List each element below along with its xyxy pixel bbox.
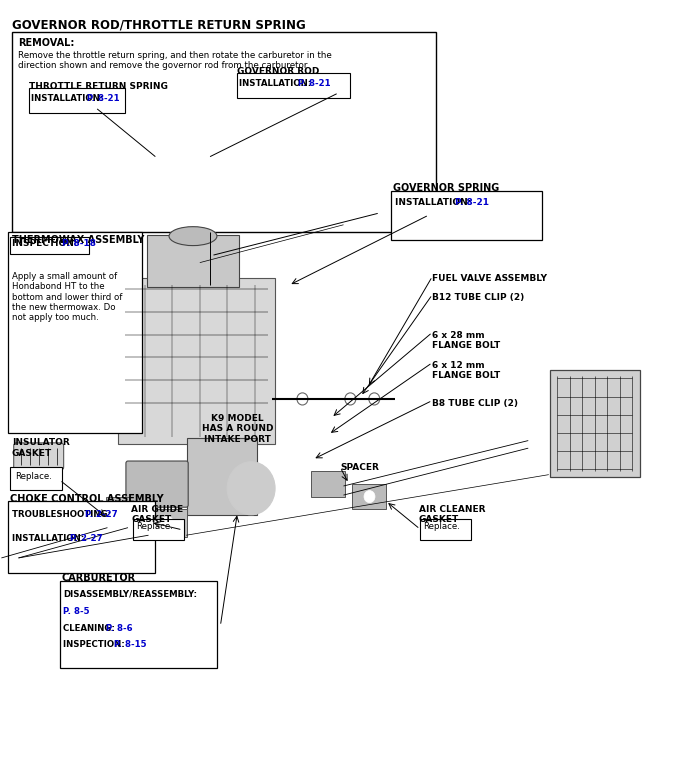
Text: CLEANING:: CLEANING: [63,624,118,633]
Text: P. 8-15: P. 8-15 [114,641,147,650]
Text: Replace.: Replace. [136,521,173,530]
Text: DISASSEMBLY/REASSEMBLY:: DISASSEMBLY/REASSEMBLY: [63,590,197,599]
FancyBboxPatch shape [147,235,239,287]
Text: P. 8-21: P. 8-21 [455,198,489,207]
Text: FUEL VALVE ASSEMBLY: FUEL VALVE ASSEMBLY [432,274,548,283]
FancyBboxPatch shape [8,233,142,433]
Text: GOVERNOR ROD: GOVERNOR ROD [238,68,320,76]
Text: K9 MODEL
HAS A ROUND
INTAKE PORT: K9 MODEL HAS A ROUND INTAKE PORT [202,414,273,444]
Text: 6 x 28 mm
FLANGE BOLT: 6 x 28 mm FLANGE BOLT [432,331,501,350]
Text: TROUBLESHOOTING:: TROUBLESHOOTING: [12,510,113,519]
FancyBboxPatch shape [117,277,275,445]
FancyBboxPatch shape [420,518,471,540]
Text: P. 8-18: P. 8-18 [62,239,95,249]
FancyBboxPatch shape [352,484,386,508]
Text: 6 x 12 mm
FLANGE BOLT: 6 x 12 mm FLANGE BOLT [432,361,501,381]
Text: INSTALLATION:: INSTALLATION: [240,78,315,87]
Ellipse shape [169,226,217,245]
Text: SPACER: SPACER [340,464,379,472]
FancyBboxPatch shape [238,72,350,97]
Text: THERMOWAX ASSEMBLY: THERMOWAX ASSEMBLY [12,235,144,245]
FancyBboxPatch shape [126,461,188,507]
Text: THROTTLE RETURN SPRING: THROTTLE RETURN SPRING [29,82,168,91]
FancyBboxPatch shape [188,439,257,515]
FancyBboxPatch shape [10,467,62,489]
Text: P. 8-6: P. 8-6 [106,624,133,633]
Text: REMOVAL:: REMOVAL: [19,38,75,48]
Text: INSPECTION:: INSPECTION: [12,239,81,249]
Text: AIR GUIDE
GASKET: AIR GUIDE GASKET [131,505,183,524]
Text: Remove the throttle return spring, and then rotate the carburetor in the
directi: Remove the throttle return spring, and t… [19,51,333,70]
FancyBboxPatch shape [147,509,188,537]
FancyBboxPatch shape [14,443,64,470]
FancyBboxPatch shape [550,370,640,477]
Circle shape [227,462,275,515]
FancyBboxPatch shape [8,501,155,573]
Text: CHOKE CONTROL ASSEMBLY: CHOKE CONTROL ASSEMBLY [10,493,164,504]
Circle shape [161,516,174,530]
FancyBboxPatch shape [311,471,345,496]
Text: GOVERNOR SPRING: GOVERNOR SPRING [394,183,499,193]
FancyBboxPatch shape [392,191,542,240]
Text: B12 TUBE CLIP (2): B12 TUBE CLIP (2) [432,293,525,302]
Text: P. 2-27: P. 2-27 [85,510,117,519]
FancyBboxPatch shape [133,518,184,540]
Circle shape [111,506,124,520]
Text: INSTALLATION:: INSTALLATION: [12,534,87,543]
Text: P. 8-21: P. 8-21 [297,78,330,87]
Text: INSTALLATION:: INSTALLATION: [395,198,474,207]
Text: P. 8-5: P. 8-5 [63,607,89,616]
Text: INSULATOR
GASKET: INSULATOR GASKET [12,439,69,458]
FancyBboxPatch shape [10,237,89,254]
Text: AIR CLEANER
GASKET: AIR CLEANER GASKET [419,505,485,524]
Text: P. 8-21: P. 8-21 [87,93,120,103]
Text: B8 TUBE CLIP (2): B8 TUBE CLIP (2) [432,399,519,408]
Text: INSPECTION:: INSPECTION: [63,641,128,650]
Text: Apply a small amount of
Hondabond HT to the
bottom and lower third of
the new th: Apply a small amount of Hondabond HT to … [12,272,122,322]
FancyBboxPatch shape [106,497,129,529]
Text: Replace.: Replace. [15,473,52,481]
Text: GOVERNOR ROD/THROTTLE RETURN SPRING: GOVERNOR ROD/THROTTLE RETURN SPRING [12,18,306,31]
Text: INSTALLATION:: INSTALLATION: [31,93,106,103]
FancyBboxPatch shape [60,581,217,668]
FancyBboxPatch shape [29,87,124,112]
Text: CARBURETOR: CARBURETOR [62,573,136,583]
Text: P. 2-27: P. 2-27 [70,534,102,543]
FancyBboxPatch shape [12,32,436,233]
Text: Replace.: Replace. [424,521,460,530]
Circle shape [364,490,375,502]
